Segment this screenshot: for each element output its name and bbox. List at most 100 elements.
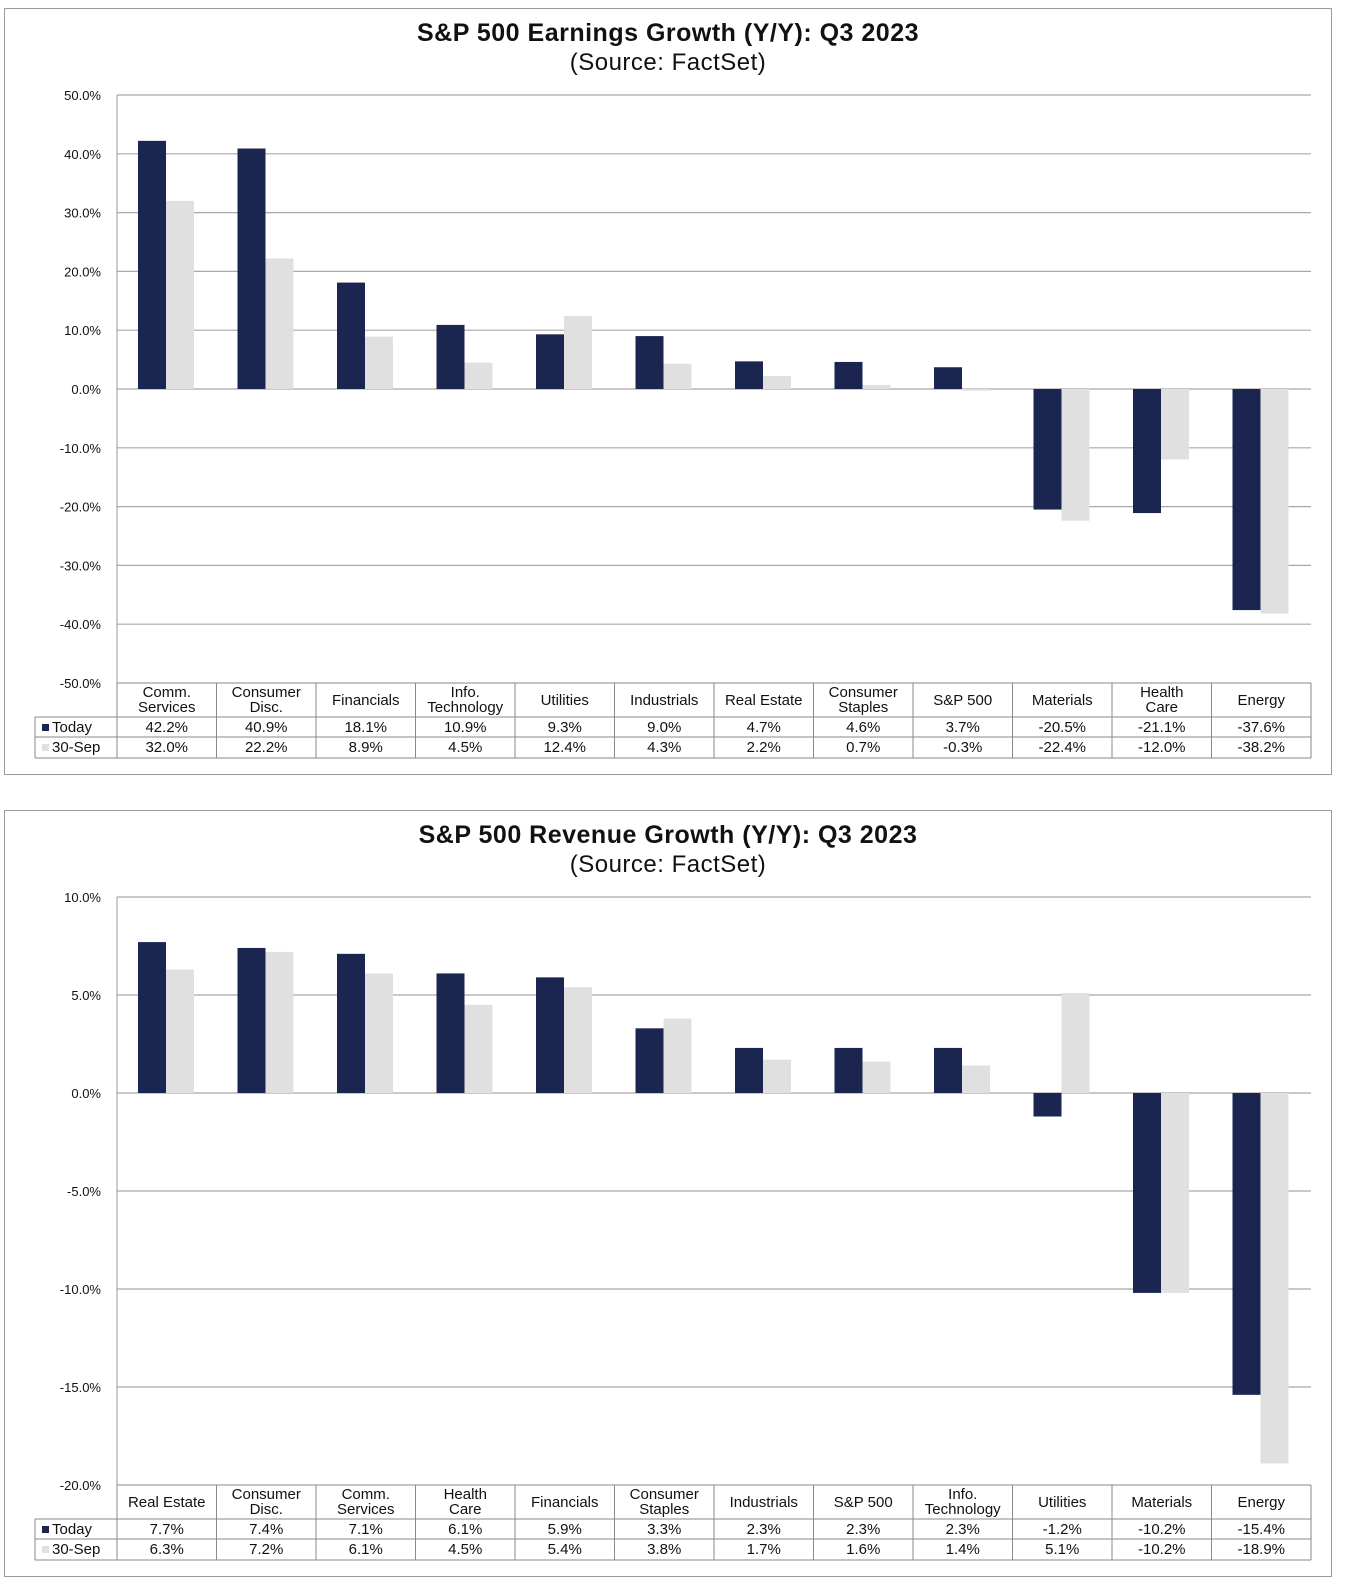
bar-30-sep (862, 1061, 891, 1093)
data-label: 5.9% (548, 1521, 582, 1538)
bar-today (834, 361, 863, 389)
bar-today (1232, 1093, 1261, 1395)
data-label: 4.3% (647, 739, 681, 756)
bar-30-sep (962, 389, 990, 391)
bar-today (138, 942, 166, 1093)
data-label: -12.0% (1138, 739, 1186, 756)
data-label: 22.2% (245, 739, 288, 756)
bar-today (237, 148, 266, 389)
data-label: -18.9% (1237, 1541, 1285, 1558)
bar-today (337, 282, 365, 389)
category-label: Materials (1131, 1494, 1192, 1511)
category-label: Technology (925, 1501, 1001, 1518)
bar-30-sep (265, 258, 294, 389)
bar-30-sep (1161, 389, 1189, 460)
data-label: 5.1% (1045, 1541, 1079, 1558)
y-tick-label: -20.0% (60, 500, 102, 515)
data-label: 2.3% (846, 1521, 880, 1538)
bar-today (436, 324, 465, 389)
bar-today (934, 367, 962, 389)
data-label: 10.9% (444, 719, 487, 736)
y-tick-label: 0.0% (71, 382, 101, 397)
bar-today (635, 336, 664, 389)
category-label: Consumer (232, 684, 301, 701)
data-label: -20.5% (1038, 719, 1086, 736)
data-label: -22.4% (1038, 739, 1086, 756)
data-label: 3.8% (647, 1541, 681, 1558)
bar-today (934, 1047, 962, 1093)
category-label: Utilities (1038, 1494, 1086, 1511)
category-label: Technology (427, 699, 503, 716)
bar-30-sep (464, 362, 493, 389)
y-tick-label: 20.0% (64, 264, 101, 279)
data-label: -10.2% (1138, 1541, 1186, 1558)
legend-label: 30-Sep (52, 1541, 100, 1558)
category-label: Disc. (250, 1501, 283, 1518)
category-label: Health (1140, 684, 1183, 701)
data-label: 2.3% (946, 1521, 980, 1538)
bar-today (834, 1047, 863, 1093)
bar-30-sep (166, 969, 194, 1093)
data-label: 40.9% (245, 719, 288, 736)
data-label: 7.7% (150, 1521, 184, 1538)
category-label: Comm. (342, 1486, 390, 1503)
data-label: 3.7% (946, 719, 980, 736)
bar-30-sep (265, 951, 294, 1093)
y-tick-label: -40.0% (60, 617, 102, 632)
category-label: Comm. (143, 684, 191, 701)
legend-swatch (42, 744, 49, 751)
data-label: 12.4% (543, 739, 586, 756)
bar-30-sep (862, 384, 891, 389)
category-label: Info. (948, 1486, 977, 1503)
legend-label: Today (52, 1521, 93, 1538)
data-label: 6.3% (150, 1541, 184, 1558)
data-label: 42.2% (145, 719, 188, 736)
legend-label: Today (52, 719, 93, 736)
category-label: Real Estate (128, 1494, 206, 1511)
category-label: Industrials (730, 1494, 798, 1511)
bar-today (735, 361, 763, 389)
legend-swatch (42, 724, 49, 731)
data-label: 9.0% (647, 719, 681, 736)
bar-today (337, 953, 365, 1093)
data-label: 4.5% (448, 1541, 482, 1558)
data-label: 7.4% (249, 1521, 283, 1538)
y-tick-label: 10.0% (64, 890, 101, 905)
y-tick-label: -30.0% (60, 558, 102, 573)
category-label: Services (138, 699, 196, 716)
bar-today (1033, 389, 1062, 510)
y-tick-label: -10.0% (60, 1282, 102, 1297)
chart-title: S&P 500 Revenue Growth (Y/Y): Q3 2023 (418, 821, 918, 849)
category-label: Financials (531, 1494, 599, 1511)
category-label: S&P 500 (933, 692, 992, 709)
category-label: Materials (1032, 692, 1093, 709)
category-label: Staples (639, 1501, 689, 1518)
data-label: 2.3% (747, 1521, 781, 1538)
data-label: 3.3% (647, 1521, 681, 1538)
bar-30-sep (1260, 1093, 1289, 1464)
category-label: Consumer (829, 684, 898, 701)
y-tick-label: 0.0% (71, 1086, 101, 1101)
y-tick-label: 50.0% (64, 88, 101, 103)
data-label: 4.5% (448, 739, 482, 756)
bar-30-sep (663, 1018, 692, 1093)
y-tick-label: -10.0% (60, 441, 102, 456)
y-tick-label: 5.0% (71, 988, 101, 1003)
bar-today (138, 140, 166, 389)
bar-30-sep (365, 973, 393, 1093)
legend-label: 30-Sep (52, 739, 100, 756)
category-label: Health (444, 1486, 487, 1503)
bar-today (735, 1047, 763, 1093)
legend-swatch (42, 1526, 49, 1533)
data-label: 1.4% (946, 1541, 980, 1558)
category-label: Energy (1237, 1494, 1285, 1511)
bar-today (1033, 1093, 1062, 1117)
y-tick-label: -50.0% (60, 676, 102, 691)
data-label: 7.2% (249, 1541, 283, 1558)
bar-today (635, 1028, 664, 1093)
y-tick-label: 40.0% (64, 147, 101, 162)
data-label: 6.1% (448, 1521, 482, 1538)
bar-30-sep (564, 316, 592, 389)
chart-title: S&P 500 Earnings Growth (Y/Y): Q3 2023 (416, 19, 920, 47)
data-label: -10.2% (1138, 1521, 1186, 1538)
